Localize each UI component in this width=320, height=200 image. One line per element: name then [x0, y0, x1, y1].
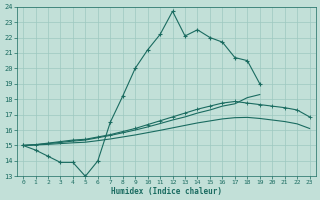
X-axis label: Humidex (Indice chaleur): Humidex (Indice chaleur) — [111, 187, 222, 196]
